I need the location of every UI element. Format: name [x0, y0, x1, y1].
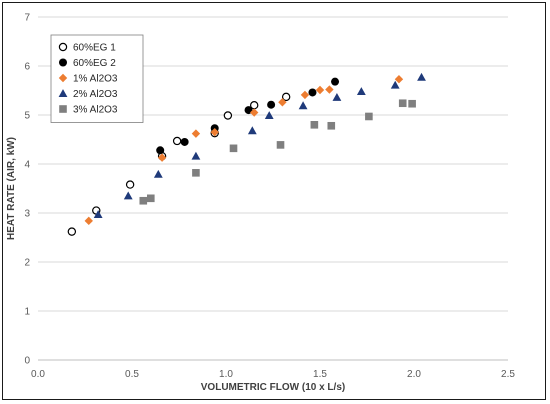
legend-label: 2% Al2O3	[73, 89, 118, 100]
data-point	[191, 151, 201, 160]
data-point	[281, 92, 291, 102]
series-2	[156, 77, 340, 155]
x-axis-title: VOLUMETRIC FLOW (10 x L/s)	[201, 382, 345, 393]
data-point	[398, 99, 407, 108]
data-point	[264, 111, 274, 120]
legend-marker	[59, 105, 67, 113]
data-point	[332, 92, 342, 101]
data-point	[325, 85, 334, 94]
y-tick-label: 1	[24, 307, 30, 318]
data-point	[67, 227, 77, 236]
data-point	[300, 90, 310, 100]
legend-label: 3% Al2O3	[73, 105, 118, 116]
legend-marker	[58, 73, 68, 83]
data-point	[172, 136, 182, 146]
chart-svg: 0 1 2 3 4 5 6 7 0.0 0.5 1.0 1.5 2.0 2.5 VOLUMETRIC F…	[6, 13, 515, 394]
y-tick-label: 6	[24, 62, 30, 73]
y-tick-label: 2	[24, 258, 30, 269]
x-tick-label: 1.5	[313, 369, 327, 380]
y-tick-label: 0	[24, 356, 30, 367]
data-point	[276, 141, 285, 149]
data-point	[408, 99, 416, 108]
data-points	[67, 72, 426, 236]
data-point	[267, 100, 276, 109]
data-point	[84, 216, 93, 226]
data-point	[315, 85, 325, 95]
series-3	[84, 75, 404, 226]
legend-marker	[58, 42, 68, 52]
series-4	[93, 72, 426, 218]
y-axis-title: HEAT RATE (AIR, kW)	[6, 137, 17, 240]
legend-label: 60%EG 1	[73, 43, 116, 54]
data-point	[331, 77, 340, 86]
data-point	[308, 88, 317, 97]
data-point	[365, 112, 373, 121]
x-tick-label: 0.5	[125, 369, 139, 380]
data-point	[125, 180, 135, 189]
x-tick-label: 2.5	[501, 369, 515, 380]
data-point	[417, 72, 426, 81]
data-point	[223, 111, 233, 120]
data-point	[153, 169, 163, 178]
legend-marker	[59, 58, 67, 67]
data-point	[210, 127, 219, 137]
x-tick-label: 1.0	[219, 369, 233, 380]
data-point	[156, 146, 165, 155]
data-point	[298, 101, 308, 110]
data-point	[327, 121, 336, 130]
x-tick-label: 2.0	[407, 369, 421, 380]
legend: 60%EG 1 60%EG 2 1% Al2O3 2% Al2O3 3% Al2O3	[50, 34, 144, 123]
data-point	[123, 191, 133, 200]
legend-label: 1% Al2O3	[73, 74, 118, 85]
y-tick-label: 4	[24, 160, 30, 171]
data-point	[180, 137, 189, 146]
data-point	[157, 153, 167, 162]
data-point	[394, 75, 404, 84]
data-point	[356, 87, 366, 95]
data-point	[147, 194, 155, 203]
data-point	[192, 169, 200, 177]
legend-label: 60%EG 2	[73, 58, 116, 69]
chart-frame: 0 1 2 3 4 5 6 7 0.0 0.5 1.0 1.5 2.0 2.5 VOLUMETRIC F…	[2, 2, 546, 400]
series-5	[139, 99, 416, 205]
y-tick-labels: 0 1 2 3 4 5 6 7	[24, 13, 30, 367]
x-tick-labels: 0.0 0.5 1.0 1.5 2.0 2.5	[31, 369, 515, 380]
data-point	[247, 126, 257, 135]
y-tick-label: 7	[24, 13, 30, 24]
data-point	[139, 196, 148, 205]
data-point	[390, 80, 400, 89]
data-point	[310, 121, 319, 129]
legend-marker	[58, 89, 68, 98]
data-point	[93, 210, 103, 218]
y-tick-label: 5	[24, 111, 30, 122]
data-point	[250, 108, 259, 117]
data-point	[191, 129, 201, 138]
data-point	[229, 144, 238, 153]
data-point	[278, 98, 287, 107]
x-tick-label: 0.0	[31, 369, 45, 380]
y-tick-label: 3	[24, 209, 30, 220]
